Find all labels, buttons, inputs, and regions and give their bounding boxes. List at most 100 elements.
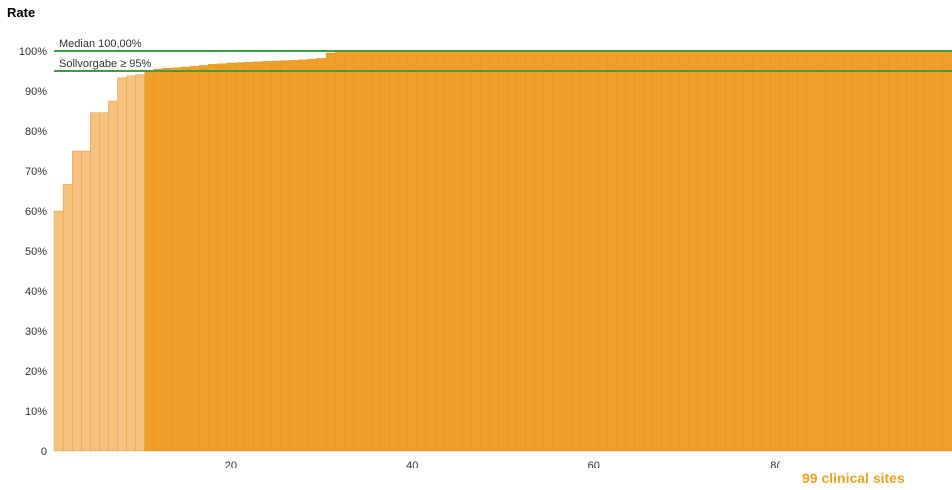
bar-site-40 <box>407 50 418 452</box>
reference-lines: Median 100,00% Sollvorgabe ≥ 95% <box>54 38 952 72</box>
bar-site-28 <box>298 59 309 452</box>
bar-site-47 <box>471 50 481 452</box>
y-tick-label: 10% <box>25 406 47 418</box>
bar-site-9 <box>126 75 137 452</box>
bar-site-85 <box>815 50 826 452</box>
bar-site-29 <box>307 58 318 452</box>
bar-site-70 <box>679 50 690 452</box>
bar-site-84 <box>806 50 817 452</box>
bar-site-27 <box>289 60 300 452</box>
bar-site-34 <box>353 50 363 452</box>
bar-site-36 <box>371 50 382 452</box>
bar-site-65 <box>634 50 645 452</box>
y-tick-label: 30% <box>25 326 47 338</box>
bar-site-83 <box>797 50 808 452</box>
bar-site-32 <box>335 50 345 452</box>
bar-site-72 <box>697 50 708 452</box>
bar-site-38 <box>389 50 400 452</box>
bar-site-69 <box>670 50 681 452</box>
bar-site-39 <box>398 50 409 452</box>
y-tick-label: 100% <box>19 46 47 58</box>
reference-line-label: Sollvorgabe ≥ 95% <box>59 58 151 70</box>
y-tick-label: 0 <box>41 446 47 458</box>
bar-site-68 <box>661 50 672 452</box>
bar-site-62 <box>607 50 617 452</box>
bar-site-77 <box>743 50 753 452</box>
bar-site-61 <box>598 50 608 452</box>
x-tick-label: 8( <box>770 460 780 468</box>
bar-site-79 <box>761 50 772 452</box>
bar-site-22 <box>244 62 255 452</box>
y-tick-label: 40% <box>25 286 47 298</box>
y-tick-label: 50% <box>25 246 47 258</box>
bar-site-52 <box>516 50 527 452</box>
bar-site-2 <box>62 184 73 452</box>
bar-site-96 <box>915 50 926 452</box>
bar-site-86 <box>824 50 835 452</box>
bar-site-19 <box>217 63 227 452</box>
bar-site-46 <box>462 50 472 452</box>
y-axis-title: Rate <box>7 5 36 20</box>
bar-site-21 <box>235 62 245 452</box>
bar-site-4 <box>81 150 91 452</box>
bar-site-88 <box>842 50 853 452</box>
bar-site-58 <box>570 50 581 452</box>
bar-site-87 <box>833 50 844 452</box>
x-axis: 20 40 60 8( <box>225 460 781 468</box>
bar-site-54 <box>534 50 545 452</box>
bar-site-44 <box>443 50 454 452</box>
y-tick-label: 70% <box>25 166 47 178</box>
bar-site-82 <box>788 50 799 452</box>
bar-site-73 <box>706 50 717 452</box>
y-axis: 0 10% 20% 30% 40% 50% 60% 70% 80% 90% 100% <box>19 46 47 458</box>
bar-site-90 <box>861 50 871 452</box>
bar-site-59 <box>579 50 590 452</box>
bar-site-49 <box>489 50 499 452</box>
x-tick-label: 40 <box>406 460 418 468</box>
bar-site-18 <box>208 64 218 452</box>
bar-site-14 <box>171 67 182 452</box>
bar-site-50 <box>498 50 509 452</box>
bar-site-78 <box>752 50 762 452</box>
bar-site-5 <box>90 112 100 452</box>
bar-site-43 <box>434 50 445 452</box>
bar-site-56 <box>552 50 563 452</box>
bar-site-42 <box>425 50 436 452</box>
bar-site-7 <box>108 100 118 452</box>
bar-site-11 <box>144 70 155 452</box>
bar-site-60 <box>588 50 599 452</box>
bar-site-12 <box>153 68 164 452</box>
bar-site-35 <box>362 50 372 452</box>
y-tick-label: 60% <box>25 206 47 218</box>
reference-line-label: Median 100,00% <box>59 38 142 50</box>
y-tick-label: 90% <box>25 86 47 98</box>
bar-site-37 <box>380 50 391 452</box>
bar-site-45 <box>452 50 463 452</box>
bar-site-75 <box>725 50 735 452</box>
x-tick-label: 60 <box>588 460 600 468</box>
bar-site-23 <box>253 61 264 452</box>
bar-site-17 <box>198 65 209 452</box>
y-tick-label: 80% <box>25 126 47 138</box>
bars-group <box>53 50 952 452</box>
bar-site-51 <box>507 50 518 452</box>
bar-site-3 <box>71 150 82 452</box>
bar-site-76 <box>734 50 744 452</box>
y-tick-label: 20% <box>25 366 47 378</box>
bar-site-31 <box>325 52 336 452</box>
sites-count-note: 99 clinical sites <box>802 470 905 486</box>
bar-site-57 <box>561 50 572 452</box>
bar-site-95 <box>906 50 917 452</box>
bar-site-53 <box>525 50 536 452</box>
bar-site-67 <box>652 50 663 452</box>
bar-site-15 <box>180 66 191 452</box>
bar-site-71 <box>688 50 699 452</box>
bar-site-66 <box>643 50 654 452</box>
bar-site-89 <box>852 50 862 452</box>
bar-site-80 <box>770 50 781 452</box>
bar-site-13 <box>162 68 173 452</box>
bar-site-99 <box>942 50 952 452</box>
bar-site-48 <box>480 50 490 452</box>
bar-site-97 <box>924 50 935 452</box>
bar-site-33 <box>344 50 354 452</box>
